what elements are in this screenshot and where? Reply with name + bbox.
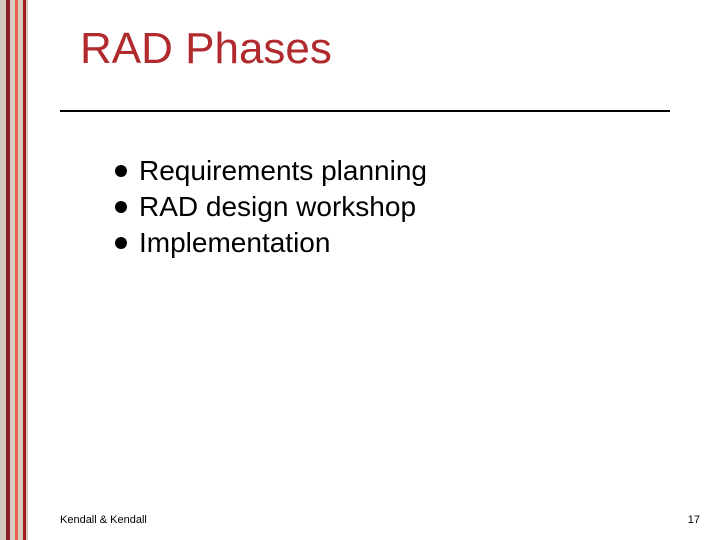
footer-author: Kendall & Kendall: [60, 514, 147, 526]
bullet-icon: [115, 237, 127, 249]
title-underline: [60, 110, 670, 112]
bullet-icon: [115, 165, 127, 177]
list-item: Requirements planning: [115, 155, 427, 187]
bullet-list: Requirements planning RAD design worksho…: [115, 155, 427, 263]
bullet-icon: [115, 201, 127, 213]
bullet-text: RAD design workshop: [139, 191, 416, 223]
page-number: 17: [688, 514, 700, 526]
slide-title: RAD Phases: [80, 24, 332, 74]
left-accent-bar: [0, 0, 28, 540]
bullet-text: Implementation: [139, 227, 330, 259]
bullet-text: Requirements planning: [139, 155, 427, 187]
stripe: [26, 0, 28, 540]
list-item: Implementation: [115, 227, 427, 259]
list-item: RAD design workshop: [115, 191, 427, 223]
